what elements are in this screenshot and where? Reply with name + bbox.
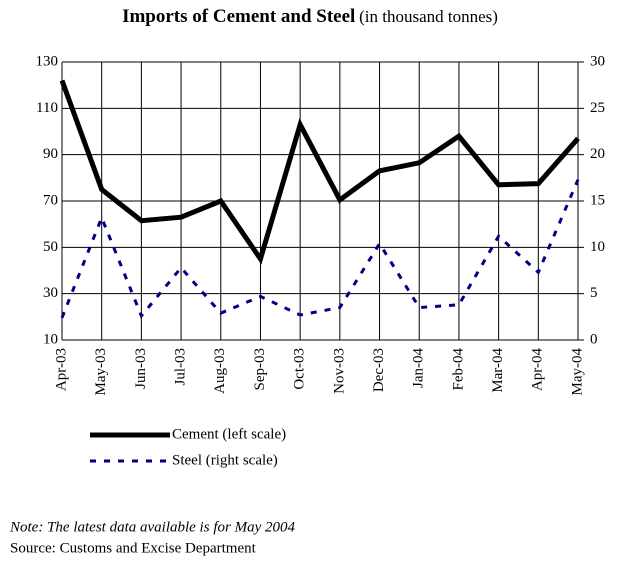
y2-tick-label: 10 [590,239,605,255]
x-tick-label: Apr-04 [530,348,546,392]
x-tick-label: May-04 [569,348,585,396]
y-tick-label: 90 [43,146,58,162]
series-line [60,179,580,319]
x-tick-label: Jul-03 [173,348,189,386]
x-tick-label: Jan-04 [411,348,427,388]
y-tick-label: 30 [43,285,58,301]
chart-title-group: Imports of Cement and Steel (in thousand… [122,6,498,27]
x-tick-label: Mar-04 [490,348,506,393]
series-line [59,79,580,265]
chart-title: Imports of Cement and Steel [122,6,355,27]
note: Note: The latest data available is for M… [9,519,295,535]
y2-tick-label: 5 [590,285,598,301]
y2-tick-label: 20 [590,146,605,162]
y-tick-label: 130 [36,53,59,69]
x-tick-label: Dec-03 [371,348,387,392]
x-tick-label: Apr-03 [53,348,69,391]
y-tick-label: 10 [43,331,58,347]
x-tick-label: Aug-03 [212,348,228,394]
x-tick-label: Jun-03 [133,348,149,389]
y2-tick-label: 30 [590,53,605,69]
x-tick-label: Oct-03 [292,348,308,390]
y2-tick-label: 25 [590,100,605,116]
legend-label: Steel (right scale) [172,452,278,468]
x-tick-label: May-03 [93,348,109,396]
x-tick-label: Nov-03 [331,348,347,394]
y-tick-label: 70 [43,192,58,208]
y-tick-label: 110 [36,100,58,116]
x-tick-label: Sep-03 [252,348,268,391]
y2-tick-label: 15 [590,192,605,208]
chart-subtitle: (in thousand tonnes) [359,7,498,26]
source: Source: Customs and Excise Department [10,540,257,556]
legend-label: Cement (left scale) [172,426,286,442]
y2-tick-label: 0 [590,331,598,347]
x-tick-label: Feb-04 [450,348,466,391]
y-tick-label: 50 [43,239,58,255]
